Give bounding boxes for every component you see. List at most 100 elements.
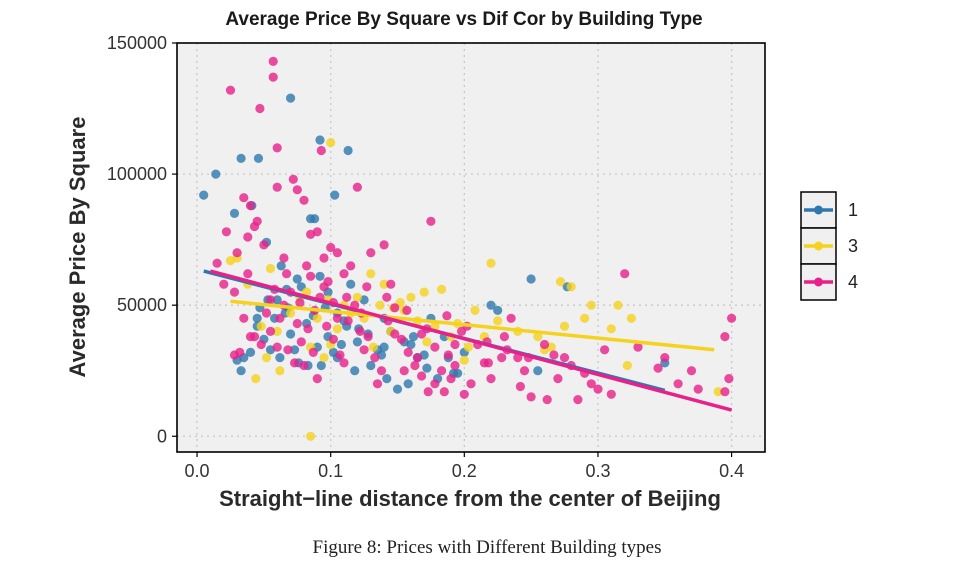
- data-point-series-1: [346, 279, 356, 289]
- data-point-series-3: [375, 300, 385, 310]
- x-tick-label: 0.0: [185, 461, 210, 481]
- data-point-series-4: [272, 342, 282, 352]
- data-point-series-4: [288, 174, 298, 184]
- data-point-series-1: [315, 271, 325, 281]
- data-point-series-4: [519, 366, 530, 376]
- data-point-series-4: [542, 395, 552, 405]
- data-point-series-3: [275, 366, 285, 376]
- legend: 1 3 4: [800, 191, 858, 301]
- data-point-series-4: [339, 269, 349, 279]
- data-point-series-4: [633, 342, 643, 352]
- data-point-series-4: [539, 339, 550, 350]
- data-point-series-4: [312, 374, 322, 384]
- data-point-series-4: [239, 193, 249, 203]
- data-point-series-1: [275, 353, 285, 363]
- data-point-series-1: [236, 153, 246, 163]
- y-tick-label: 50000: [117, 295, 167, 315]
- data-point-series-4: [268, 56, 278, 66]
- data-point-series-1: [392, 384, 403, 394]
- data-point-series-3: [459, 355, 469, 365]
- data-point-series-3: [580, 313, 590, 323]
- data-point-series-1: [310, 214, 320, 224]
- data-point-series-4: [296, 337, 306, 347]
- data-point-series-4: [343, 316, 353, 326]
- data-point-series-3: [533, 332, 543, 342]
- legend-key-point: [814, 277, 823, 287]
- data-point-series-4: [255, 103, 265, 114]
- data-point-series-1: [315, 135, 325, 145]
- data-point-series-3: [312, 313, 322, 323]
- data-point-series-4: [302, 261, 312, 271]
- x-tick-label: 0.1: [318, 461, 343, 481]
- data-point-series-3: [251, 374, 261, 384]
- trend-lines: [203, 269, 733, 412]
- data-point-series-4: [620, 269, 630, 279]
- data-point-series-1: [336, 339, 346, 350]
- data-point-series-4: [660, 353, 670, 363]
- x-tick-label: 0.2: [452, 461, 477, 481]
- data-point-series-4: [352, 182, 362, 192]
- data-point-series-3: [437, 284, 447, 294]
- data-point-series-4: [653, 363, 663, 373]
- data-point-series-3: [626, 313, 637, 323]
- data-point-series-4: [292, 185, 302, 195]
- data-point-series-4: [339, 358, 349, 368]
- data-point-series-4: [346, 261, 356, 271]
- legend-label: 3: [848, 236, 858, 256]
- data-point-series-4: [417, 329, 427, 339]
- data-point-series-4: [450, 360, 460, 371]
- data-point-series-4: [342, 292, 352, 302]
- data-point-series-1: [286, 329, 296, 339]
- data-point-series-4: [282, 269, 292, 279]
- data-point-series-4: [306, 271, 316, 281]
- data-point-series-3: [332, 324, 342, 334]
- data-point-series-3: [379, 279, 389, 289]
- data-point-series-4: [499, 332, 509, 342]
- data-point-series-4: [430, 342, 440, 352]
- data-point-series-1: [382, 374, 392, 384]
- data-point-series-4: [332, 313, 342, 323]
- x-tick-label: 0.4: [719, 461, 744, 481]
- data-point-series-1: [403, 379, 413, 389]
- data-point-series-1: [422, 363, 432, 373]
- data-point-series-4: [272, 143, 282, 153]
- data-point-series-4: [283, 345, 293, 355]
- data-point-series-4: [249, 332, 260, 342]
- legend-key-point: [814, 205, 823, 215]
- data-point-series-4: [412, 353, 423, 363]
- legend-label: 4: [848, 272, 858, 292]
- data-point-series-4: [390, 303, 400, 313]
- y-tick-label: 0: [157, 426, 167, 446]
- data-point-series-1: [533, 366, 543, 376]
- data-point-series-4: [319, 253, 329, 263]
- data-point-series-4: [673, 379, 683, 389]
- figure-caption: Figure 8: Prices with Different Building…: [312, 537, 662, 558]
- data-point-series-4: [372, 379, 383, 389]
- data-point-series-4: [459, 389, 469, 399]
- data-point-series-3: [406, 292, 416, 302]
- y-tick-label: 150000: [107, 33, 167, 53]
- data-point-series-4: [379, 240, 389, 250]
- data-point-series-4: [239, 313, 249, 323]
- data-point-series-4: [322, 321, 332, 331]
- data-point-series-1: [330, 190, 340, 200]
- data-point-series-1: [211, 169, 221, 179]
- data-point-series-1: [316, 360, 326, 371]
- x-axis: 0.0 0.1 0.2 0.3 0.4: [185, 452, 744, 481]
- data-point-series-4: [486, 374, 496, 384]
- data-point-series-4: [303, 324, 313, 334]
- data-point-series-4: [243, 269, 253, 279]
- data-point-series-3: [422, 337, 432, 347]
- chart-title: Average Price By Square vs Dif Cor by Bu…: [225, 9, 702, 30]
- data-point-series-4: [279, 253, 289, 263]
- data-point-series-3: [566, 282, 576, 292]
- data-point-series-4: [506, 313, 516, 323]
- data-point-series-1: [493, 305, 503, 315]
- data-point-series-4: [437, 366, 447, 376]
- data-point-series-4: [586, 379, 596, 389]
- data-point-series-4: [553, 374, 563, 384]
- data-point-series-1: [292, 274, 302, 284]
- data-point-series-4: [386, 279, 396, 289]
- data-point-series-4: [245, 201, 256, 211]
- data-point-series-3: [265, 263, 276, 274]
